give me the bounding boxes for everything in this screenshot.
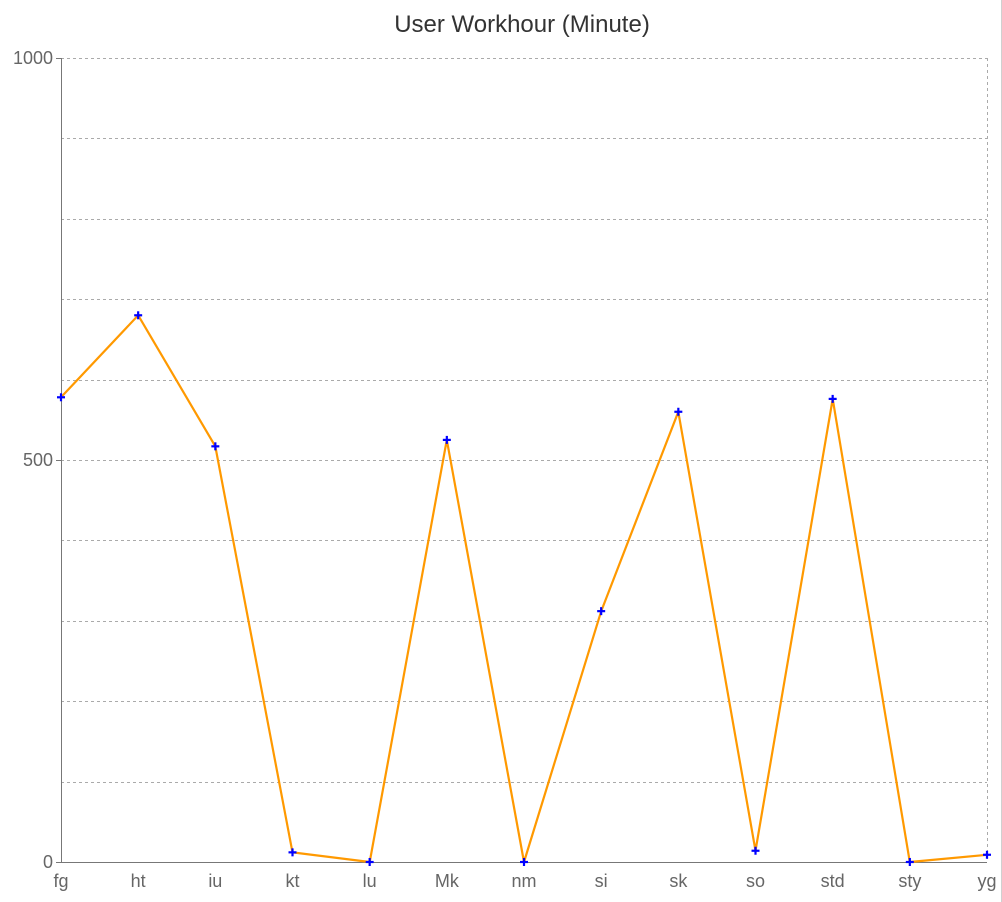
y-tick-labels: 0 500 1000 [13,48,53,872]
data-point [365,858,374,866]
x-tick-label: nm [511,871,536,891]
data-point [520,858,528,866]
chart-title: User Workhour (Minute) [394,11,650,38]
x-tick-label: lu [363,871,377,891]
y-tick-label: 0 [43,852,53,872]
data-point [674,407,683,416]
x-tick-label: so [746,871,765,891]
data-points [57,311,991,866]
x-tick-label: ht [131,871,146,891]
data-point [288,848,297,857]
series-line [60,313,988,864]
data-point [211,442,220,451]
data-point [828,394,837,403]
x-tick-label: iu [208,871,222,891]
data-point [597,607,606,616]
x-tick-labels: fg ht iu kt lu Mk nm si sk so std sty yg [53,871,996,891]
x-tick-label: si [595,871,608,891]
x-tick-label: kt [285,871,299,891]
data-point [57,393,65,402]
x-tick-label: std [821,871,845,891]
data-point [905,858,914,866]
x-tick-label: Mk [435,871,460,891]
data-point [751,846,760,855]
series [60,313,988,864]
data-point [983,850,991,859]
x-tick-label: sk [669,871,688,891]
x-tick-label: yg [977,871,996,891]
grid-lines [61,58,988,862]
y-tick-label: 500 [23,450,53,470]
x-tick-label: fg [53,871,68,891]
x-tick-label: sty [898,871,921,891]
data-point [134,311,143,320]
data-point [442,435,451,444]
y-tick-label: 1000 [13,48,53,68]
